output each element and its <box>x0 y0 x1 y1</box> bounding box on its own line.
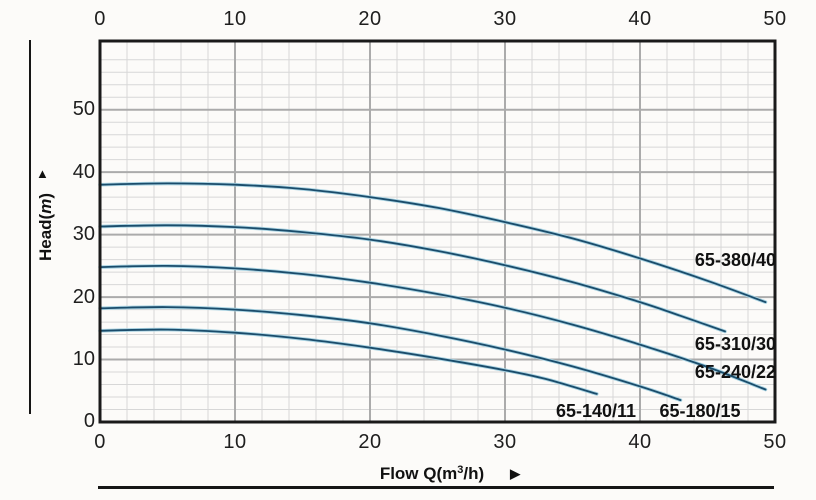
x-bottom-tick: 30 <box>493 431 517 453</box>
y-tick: 40 <box>72 161 95 183</box>
x-axis-title-text: Flow Q(m <box>379 464 458 483</box>
y-axis-title-close: ) <box>36 192 55 199</box>
x-top-tick: 50 <box>763 8 787 30</box>
up-arrow-icon: ▲ <box>36 166 49 181</box>
x-top-tick: 40 <box>628 8 652 30</box>
curve-label-65-240-22: 65-240/22 <box>694 362 776 382</box>
curve-label-65-140-11: 65-140/11 <box>555 401 637 421</box>
curve-halo-65-180/15 <box>98 305 683 402</box>
y-tick: 50 <box>72 98 95 120</box>
plot-frame <box>98 39 777 424</box>
curve-label-65-310-30: 65-310/30 <box>694 334 776 354</box>
x-bottom-tick: 50 <box>763 431 787 453</box>
y-axis-title: Head(m) <box>36 172 56 282</box>
curve-65-140/11 <box>99 328 598 395</box>
curve-halo-65-310/30 <box>98 223 727 334</box>
x-top-tick: 30 <box>493 8 517 30</box>
y-axis-unit: m <box>36 198 55 214</box>
x-axis-title: Flow Q(m 3/h) ▶ <box>330 464 570 484</box>
y-tick: 10 <box>72 348 95 370</box>
x-axis-title-sup: 3 <box>457 464 464 476</box>
x-top-tick: 20 <box>358 8 382 30</box>
y-tick: 30 <box>72 223 95 245</box>
y-tick: 20 <box>72 286 95 308</box>
curve-65-180/15 <box>99 306 682 401</box>
curve-65-380/40 <box>99 182 767 303</box>
right-arrow-icon: ▶ <box>510 466 521 481</box>
curve-label-65-380-40: 65-380/40 <box>694 250 776 270</box>
curve-65-240/22 <box>99 264 767 391</box>
curve-label-65-180-15: 65-180/15 <box>659 401 741 421</box>
x-axis-title-close: /h) <box>463 464 485 483</box>
x-bottom-tick: 40 <box>628 431 652 453</box>
curve-65-310/30 <box>99 224 726 333</box>
bottom-decorative-rule <box>98 486 774 489</box>
x-top-tick: 10 <box>223 8 247 30</box>
x-top-tick: 0 <box>94 8 106 30</box>
x-bottom-tick: 20 <box>358 431 382 453</box>
x-bottom-tick: 0 <box>94 431 106 453</box>
x-bottom-tick: 10 <box>223 431 247 453</box>
y-tick: 0 <box>83 410 95 432</box>
y-axis-title-text: Head( <box>36 213 55 262</box>
left-decorative-rule <box>29 40 31 414</box>
